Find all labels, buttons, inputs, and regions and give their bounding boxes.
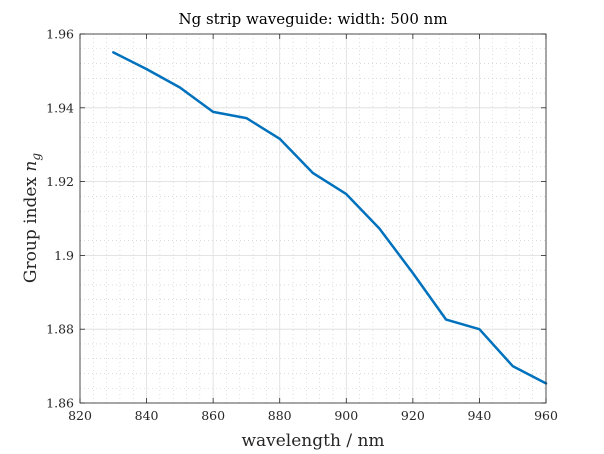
y-tick-label: 1.94: [46, 100, 74, 115]
y-axis-title-symbol: n: [21, 161, 41, 172]
data-point: [445, 319, 447, 321]
data-point: [379, 228, 381, 230]
y-axis-title: Group index ng: [21, 153, 43, 283]
plot-frame: [79, 33, 547, 404]
data-point: [279, 138, 281, 140]
y-tick-label: 1.92: [46, 174, 74, 189]
y-tick-label: 1.96: [46, 27, 74, 42]
x-axis-title: wavelength / nm: [241, 431, 384, 451]
x-tick-label: 880: [268, 408, 292, 423]
data-point: [512, 365, 514, 367]
y-tick-label: 1.86: [46, 396, 74, 411]
y-tick-label: 1.9: [54, 248, 74, 263]
data-point: [345, 193, 347, 195]
y-axis-title-subscript: g: [29, 153, 43, 161]
y-tick-labels: 1.86 1.88 1.9 1.92 1.94 1.96: [46, 27, 74, 411]
data-point: [212, 111, 214, 113]
data-point: [245, 117, 247, 119]
x-tick-label: 940: [467, 408, 491, 423]
x-tick-label: 860: [201, 408, 225, 423]
y-tick-label: 1.88: [46, 322, 74, 337]
x-tick-label: 840: [135, 408, 159, 423]
series-line: [112, 51, 548, 385]
minor-grid: [80, 34, 546, 403]
data-point: [112, 51, 114, 54]
data-point: [179, 86, 181, 89]
chart-title: Ng strip waveguide: width: 500 nm: [178, 10, 447, 28]
plot-background: [80, 34, 546, 403]
y-axis-title-main: Group index: [21, 172, 41, 284]
x-tick-label: 920: [401, 408, 425, 423]
data-point: [312, 172, 314, 174]
data-point: [478, 328, 480, 330]
ticks: [79, 33, 547, 404]
data-point: [412, 272, 414, 274]
x-tick-labels: 820 840 860 880 900 920 940 960: [68, 408, 558, 423]
x-tick-label: 820: [68, 408, 92, 423]
x-tick-label: 900: [334, 408, 358, 423]
x-tick-label: 960: [534, 408, 558, 423]
data-point: [146, 68, 148, 70]
